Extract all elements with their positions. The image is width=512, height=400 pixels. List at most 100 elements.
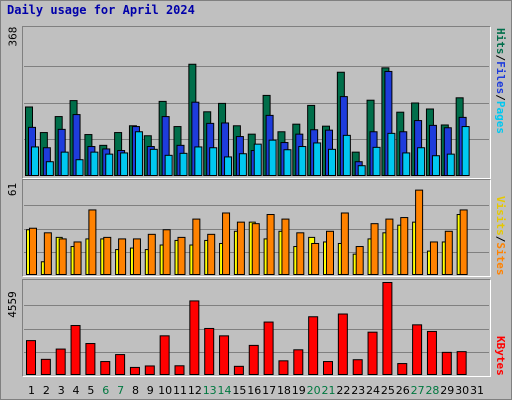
x-tick-label: 4 — [73, 384, 80, 397]
bar-sites — [415, 189, 424, 276]
bar-sites — [400, 217, 409, 275]
bar-pages — [90, 151, 99, 176]
bar-pages — [134, 131, 143, 176]
x-tick-label: 21 — [322, 384, 336, 397]
bar-pages — [268, 139, 277, 177]
x-tick-label: 11 — [173, 384, 187, 397]
bar-sites — [281, 218, 290, 275]
x-tick-label: 6 — [102, 384, 109, 397]
bar-sites — [43, 232, 52, 276]
legend-visits: Visits — [494, 196, 507, 236]
x-tick-label: 5 — [87, 384, 94, 397]
bar-pages — [75, 159, 84, 176]
bar-pages — [372, 146, 381, 177]
bar-sites — [222, 212, 231, 276]
bar-pages — [120, 152, 129, 177]
bar-kbytes — [456, 351, 467, 376]
bar-pages — [60, 151, 69, 176]
x-tick-label: 14 — [218, 384, 232, 397]
bar-sites — [385, 218, 394, 275]
bar-sites — [251, 223, 260, 276]
bar-pages — [238, 153, 247, 176]
legend-middle: Visits/Sites — [494, 196, 507, 276]
bar-pages — [164, 154, 173, 177]
x-tick-label: 23 — [351, 384, 365, 397]
bar-kbytes — [233, 365, 244, 376]
bar-kbytes — [308, 316, 319, 375]
bar-kbytes — [189, 300, 200, 376]
legend-separator: / — [494, 235, 507, 243]
bar-sites — [132, 238, 141, 275]
bar-pages — [342, 134, 351, 176]
bar-sites — [355, 246, 364, 276]
bar-sites — [444, 230, 453, 275]
legend-hits: Hits — [494, 28, 507, 55]
bar-kbytes — [115, 354, 126, 375]
bar-sites — [326, 230, 334, 275]
x-tick-label: 27 — [411, 384, 425, 397]
chart-title: Daily usage for April 2024 — [7, 3, 195, 17]
x-tick-label: 12 — [188, 384, 202, 397]
legend-separator: / — [494, 54, 507, 62]
x-tick-label: 8 — [132, 384, 139, 397]
bar-pages — [224, 156, 233, 177]
bar-sites — [177, 236, 186, 275]
bar-kbytes — [70, 325, 81, 376]
bar-kbytes — [278, 360, 289, 375]
bar-kbytes — [441, 351, 452, 376]
legend-sites: Sites — [494, 242, 507, 276]
x-tick-label: 17 — [262, 384, 276, 397]
bar-kbytes — [26, 340, 36, 375]
bar-sites — [118, 238, 127, 275]
bar-pages — [283, 149, 292, 177]
bar-pages — [45, 161, 54, 176]
x-tick-label: 26 — [396, 384, 410, 397]
bar-kbytes — [174, 365, 185, 375]
bar-sites — [459, 209, 468, 276]
x-tick-label: 30 — [455, 384, 469, 397]
bar-pages — [209, 147, 218, 177]
bar-kbytes — [397, 363, 408, 376]
bar-pages — [313, 142, 322, 176]
bar-kbytes — [426, 330, 437, 376]
bar-sites — [88, 209, 97, 276]
bar-pages — [387, 132, 396, 176]
bar-sites — [29, 227, 37, 275]
x-tick-label: 24 — [366, 384, 380, 397]
legend-separator: / — [494, 94, 507, 101]
bar-pages — [431, 155, 440, 176]
bar-sites — [266, 214, 275, 275]
bar-pages — [402, 152, 411, 177]
bar-sites — [73, 241, 82, 275]
bar-kbytes — [159, 335, 170, 376]
bar-pages — [461, 126, 470, 176]
bar-kbytes — [263, 321, 274, 376]
x-tick-label: 28 — [425, 384, 439, 397]
x-tick-label: 25 — [381, 384, 395, 397]
bar-pages — [31, 146, 39, 176]
bar-sites — [207, 233, 216, 275]
x-tick-label: 20 — [307, 384, 321, 397]
bar-kbytes — [100, 361, 111, 375]
bar-kbytes — [293, 349, 304, 376]
bar-sites — [429, 241, 438, 275]
bar-kbytes — [323, 361, 333, 375]
bar-sites — [147, 233, 156, 275]
bar-sites — [58, 238, 67, 275]
bar-pages — [105, 153, 114, 176]
x-tick-label: 1 — [28, 384, 35, 397]
bar-sites — [296, 232, 305, 276]
bar-kbytes — [219, 335, 230, 375]
bar-sites — [311, 242, 320, 276]
bar-kbytes — [248, 344, 259, 376]
bar-kbytes — [129, 366, 140, 375]
bar-kbytes — [352, 359, 363, 375]
bar-pages — [328, 148, 336, 177]
bar-kbytes — [412, 324, 423, 376]
x-tick-label: 29 — [440, 384, 454, 397]
legend-bottom: KBytes — [494, 336, 507, 376]
bar-kbytes — [85, 343, 96, 375]
bar-sites — [162, 229, 171, 276]
bar-kbytes — [367, 331, 378, 376]
